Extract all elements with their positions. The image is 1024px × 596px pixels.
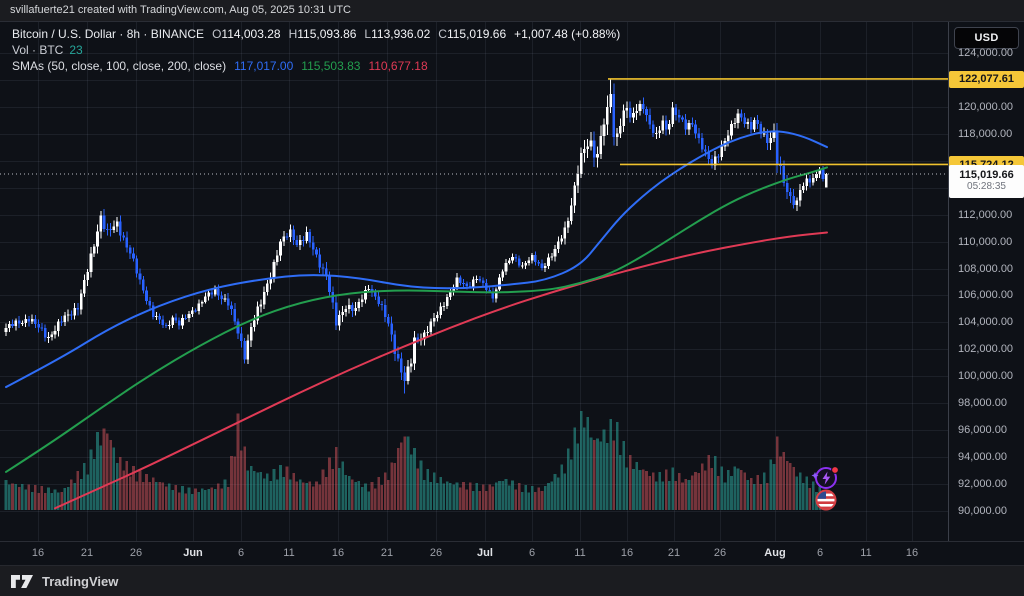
price-tick: 124,000.00 bbox=[958, 47, 1014, 59]
time-tick: 6 bbox=[528, 547, 536, 559]
price-axis[interactable]: USD 124,000.00122,000.00120,000.00118,00… bbox=[948, 22, 1024, 565]
time-tick: 16 bbox=[620, 547, 634, 559]
smas-label: SMAs (50, close, 100, close, 200, close) bbox=[12, 59, 227, 73]
time-tick: Jul bbox=[477, 547, 493, 559]
volume-row: Vol · BTC 23 bbox=[12, 43, 620, 58]
volume-value: 23 bbox=[69, 43, 83, 57]
time-tick: 21 bbox=[80, 547, 94, 559]
time-tick: 21 bbox=[667, 547, 681, 559]
us-flag-event-icon[interactable] bbox=[813, 487, 839, 518]
ohlc-values: O114,003.28 H115,093.86 L113,936.02 C115,01… bbox=[212, 27, 507, 41]
crypto-event-icon[interactable] bbox=[811, 462, 841, 497]
price-tick: 106,000.00 bbox=[958, 289, 1014, 302]
symbol-row: Bitcoin / U.S. Dollar · 8h · BINANCE O114… bbox=[12, 27, 620, 42]
price-tick: 110,000.00 bbox=[958, 235, 1013, 248]
time-tick: 26 bbox=[129, 547, 143, 559]
time-tick: 16 bbox=[905, 547, 919, 559]
bar-countdown: 05:28:35 bbox=[967, 181, 1006, 193]
time-tick: 21 bbox=[380, 547, 394, 559]
price-tick: 102,000.00 bbox=[958, 343, 1014, 356]
time-tick: 26 bbox=[429, 547, 443, 559]
price-tick: 90,000.00 bbox=[958, 504, 1007, 517]
price-tick: 118,000.00 bbox=[958, 127, 1013, 140]
price-tick: 92,000.00 bbox=[958, 478, 1007, 491]
chart-region: Bitcoin / U.S. Dollar · 8h · BINANCE O114… bbox=[0, 22, 948, 541]
time-tick: 6 bbox=[816, 547, 824, 559]
chart-legend: Bitcoin / U.S. Dollar · 8h · BINANCE O114… bbox=[12, 27, 620, 75]
symbol-title: Bitcoin / U.S. Dollar · 8h · BINANCE bbox=[12, 27, 205, 41]
price-tick: 112,000.00 bbox=[958, 208, 1013, 221]
last-price-value: 115,019.66 bbox=[959, 169, 1014, 182]
attribution-text: svillafuerte21 created with TradingView.… bbox=[10, 4, 351, 16]
tradingview-logo-icon bbox=[11, 574, 33, 588]
last-price-label: 115,019.66 05:28:35 bbox=[949, 164, 1024, 198]
price-tick: 96,000.00 bbox=[958, 424, 1007, 437]
currency-toggle-button[interactable]: USD bbox=[954, 27, 1019, 49]
time-tick: 6 bbox=[237, 547, 245, 559]
change-value: +1,007.48 (+0.88%) bbox=[514, 27, 621, 41]
time-tick: Aug bbox=[764, 547, 786, 559]
tradingview-brand-text: TradingView bbox=[42, 573, 119, 589]
price-tick: 108,000.00 bbox=[958, 262, 1014, 275]
price-tick: 98,000.00 bbox=[958, 397, 1007, 410]
price-tick: 100,000.00 bbox=[958, 370, 1014, 383]
price-tick: 104,000.00 bbox=[958, 316, 1014, 329]
volume-label: Vol · BTC bbox=[12, 43, 64, 57]
time-axis[interactable]: 16 21 26 Jun 6 11 16 21 26 Jul 6 11 16 21 26 Aug 6 11 16 bbox=[0, 541, 1024, 565]
time-tick: 16 bbox=[331, 547, 345, 559]
time-tick: 26 bbox=[713, 547, 727, 559]
price-label-resistance-upper: 122,077.61 bbox=[949, 70, 1024, 88]
time-tick: Jun bbox=[183, 547, 203, 559]
time-tick: 16 bbox=[31, 547, 45, 559]
tradingview-logo-link[interactable]: TradingView bbox=[10, 574, 118, 589]
chart-plot[interactable] bbox=[0, 22, 948, 541]
price-tick: 120,000.00 bbox=[958, 100, 1014, 113]
time-tick: 11 bbox=[860, 547, 872, 559]
sma-values: 117,017.00 115,503.83 110,677.18 bbox=[234, 59, 428, 73]
footer-bar: TradingView bbox=[0, 565, 1024, 596]
attribution-bar: svillafuerte21 created with TradingView.… bbox=[0, 0, 1024, 22]
time-tick: 11 bbox=[283, 547, 295, 559]
time-tick: 11 bbox=[574, 547, 586, 559]
price-tick: 94,000.00 bbox=[958, 451, 1007, 464]
smas-row: SMAs (50, close, 100, close, 200, close)… bbox=[12, 59, 620, 74]
